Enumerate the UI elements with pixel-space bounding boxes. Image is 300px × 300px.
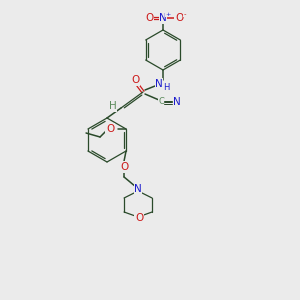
- Text: N: N: [173, 97, 181, 107]
- Text: O: O: [120, 162, 128, 172]
- Text: N: N: [155, 79, 163, 89]
- Text: -: -: [184, 11, 186, 17]
- Text: +: +: [165, 11, 171, 16]
- Text: O: O: [135, 213, 143, 223]
- Text: H: H: [163, 83, 169, 92]
- Text: H: H: [109, 101, 117, 111]
- Text: O: O: [175, 13, 183, 23]
- Text: N: N: [134, 184, 142, 194]
- Text: O: O: [145, 13, 153, 23]
- Text: O: O: [106, 124, 114, 134]
- Text: O: O: [131, 75, 139, 85]
- Text: N: N: [159, 13, 167, 23]
- Text: C: C: [158, 98, 164, 106]
